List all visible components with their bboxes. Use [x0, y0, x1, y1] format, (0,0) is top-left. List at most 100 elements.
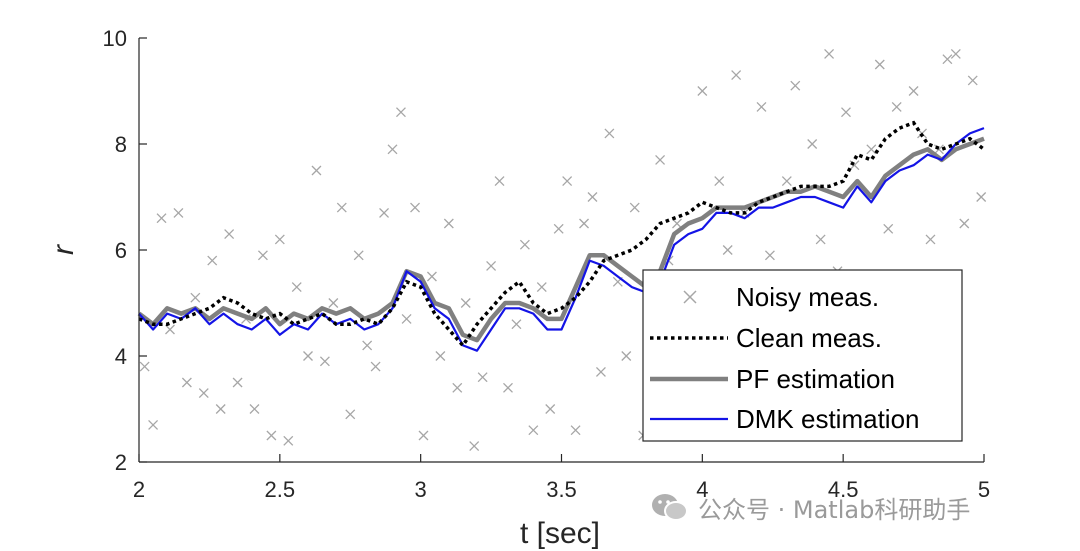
noisy-marker [503, 382, 513, 393]
noisy-marker [435, 351, 446, 361]
noisy-marker [418, 430, 429, 441]
noisy-marker [764, 250, 775, 261]
legend-label: PF estimation [736, 364, 895, 394]
noisy-marker [452, 382, 463, 393]
noisy-marker [283, 435, 294, 446]
noisy-marker [545, 404, 556, 414]
noisy-marker [815, 234, 826, 245]
noisy-marker [866, 144, 877, 155]
noisy-marker [156, 213, 167, 224]
noisy-marker [266, 430, 277, 441]
noisy-marker [655, 154, 666, 165]
noisy-marker [190, 292, 201, 303]
noisy-marker [511, 319, 522, 330]
noisy-marker [336, 202, 347, 213]
noisy-marker [410, 202, 420, 213]
x-tick-label: 2.5 [265, 477, 296, 502]
noisy-marker [249, 404, 260, 414]
noisy-marker [570, 425, 581, 436]
y-tick-label: 4 [115, 344, 127, 369]
y-tick-label: 10 [103, 26, 127, 51]
noisy-marker [967, 75, 978, 86]
noisy-marker [328, 298, 339, 308]
x-tick-label: 4 [696, 477, 708, 502]
noisy-marker [165, 324, 175, 335]
noisy-marker [925, 234, 936, 245]
noisy-marker [370, 361, 381, 372]
noisy-marker [303, 351, 313, 361]
noisy-marker [257, 250, 268, 261]
noisy-marker [824, 48, 835, 59]
noisy-marker [756, 101, 767, 112]
noisy-marker [401, 313, 412, 324]
noisy-marker [841, 107, 851, 118]
noisy-marker [883, 223, 894, 234]
noisy-marker [274, 234, 285, 245]
watermark: 公众号 · Matlab科研助手 [650, 490, 970, 525]
noisy-marker [319, 356, 330, 367]
noisy-marker [807, 139, 818, 149]
x-axis-label: t [sec] [520, 517, 600, 550]
x-tick-label: 5 [978, 477, 990, 502]
noisy-marker [587, 192, 598, 202]
noisy-marker [148, 419, 159, 430]
x-tick-label: 3.5 [546, 477, 577, 502]
noisy-marker [362, 340, 373, 351]
noisy-marker [536, 282, 547, 293]
legend-item-noisy: Noisy meas. [683, 282, 879, 312]
noisy-marker [959, 218, 970, 229]
y-axis-label: r [47, 244, 80, 255]
noisy-marker [460, 298, 471, 308]
legend-marker-noisy [683, 290, 697, 304]
noisy-marker [353, 250, 364, 261]
clean-measurement-line [138, 120, 986, 349]
noisy-marker [874, 59, 885, 70]
noisy-marker [311, 165, 322, 176]
noisy-marker [486, 260, 497, 271]
noisy-marker [207, 255, 218, 266]
noisy-marker [722, 245, 733, 255]
noisy-marker [604, 128, 615, 139]
noisy-marker [443, 218, 454, 229]
noisy-marker [139, 361, 150, 372]
x-tick-label: 4.5 [828, 477, 859, 502]
y-tick-label: 6 [115, 238, 127, 263]
y-tick-label: 2 [115, 450, 127, 475]
noisy-marker [790, 80, 801, 91]
noisy-marker [173, 207, 184, 218]
legend-label: Clean meas. [736, 323, 882, 353]
noisy-marker [562, 176, 573, 187]
noisy-marker [553, 223, 564, 234]
legend-box [642, 269, 963, 442]
legend-item-pf: PF estimation [650, 364, 895, 394]
noisy-marker [714, 176, 725, 187]
noisy-marker [345, 409, 356, 420]
y-tick-label: 8 [115, 132, 127, 157]
noisy-marker [395, 107, 406, 118]
noisy-marker [387, 144, 398, 155]
dmk-estimation-line [138, 127, 985, 352]
noisy-marker [232, 377, 243, 388]
noisy-marker [494, 176, 505, 187]
noisy-marker [950, 48, 961, 59]
noisy-marker [291, 282, 302, 293]
noisy-marker [198, 388, 209, 399]
noisy-marker [528, 425, 539, 436]
legend-label: Noisy meas. [736, 282, 879, 312]
legend-item-clean: Clean meas. [650, 323, 882, 353]
noisy-marker [224, 229, 235, 240]
noisy-marker [908, 86, 919, 96]
noisy-marker [697, 86, 708, 96]
wechat-icon [652, 493, 688, 521]
x-tick-label: 3 [415, 477, 427, 502]
legend: Noisy meas. Clean meas. PF estimation DMK e… [642, 269, 963, 442]
noisy-marker [379, 207, 390, 218]
noisy-marker [519, 239, 530, 250]
x-tick-label: 2 [133, 477, 145, 502]
noisy-marker [781, 176, 792, 187]
noisy-marker [579, 218, 589, 229]
noisy-marker [731, 70, 742, 81]
noisy-marker [181, 377, 192, 388]
noisy-marker [891, 101, 902, 112]
noisy-marker [426, 271, 437, 282]
